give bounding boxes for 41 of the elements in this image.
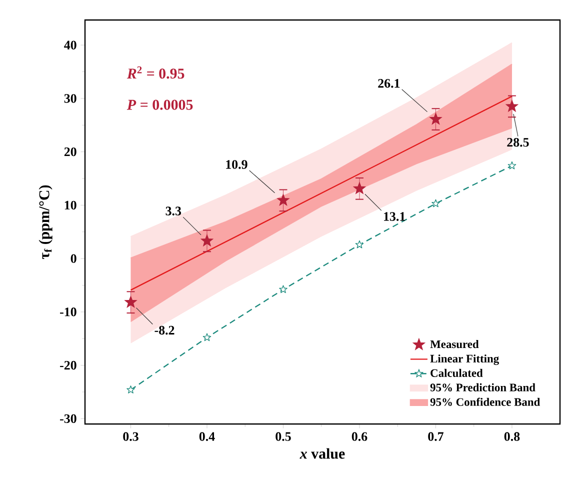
point <box>126 386 135 394</box>
point <box>355 240 364 248</box>
x-tick-label: 0.5 <box>276 432 291 441</box>
y-tick-label: -10 <box>60 308 76 316</box>
data-label: 28.5 <box>507 138 529 147</box>
data-label: 26.1 <box>378 79 400 88</box>
annotation: R$^{2}$ = 0.95 <box>126 66 184 79</box>
y-tick-label: 40 <box>64 40 76 50</box>
y-tick-label: -30 <box>60 414 76 424</box>
legend-label: Calculated <box>430 368 483 377</box>
data-label: -8.2 <box>154 326 174 335</box>
x-tick-label: 0.3 <box>123 432 138 441</box>
annotation: P = 0.0005 <box>126 100 193 110</box>
data-label: 10.9 <box>226 160 248 169</box>
point <box>506 100 518 112</box>
y-tick-label: 30 <box>64 94 76 103</box>
legend-label: Linear Fitting <box>430 354 499 365</box>
data-label: 3.3 <box>166 206 182 216</box>
point <box>277 194 290 206</box>
point <box>202 333 212 342</box>
y-tick-label: 0 <box>70 254 76 263</box>
y-tick-label: -20 <box>60 360 76 370</box>
point <box>508 161 516 170</box>
x-axis-title: x value <box>300 448 345 459</box>
data-label: 13.1 <box>384 212 405 221</box>
point <box>200 234 214 246</box>
legend-label: 95% Confidence Band <box>430 398 540 406</box>
x-tick-label: 0.7 <box>428 432 444 441</box>
y-axis-title: τ$_{f}$ (ppm/°C) <box>38 185 52 259</box>
x-tick-label: 0.4 <box>199 432 215 441</box>
x-tick-label: 0.8 <box>504 432 520 441</box>
y-tick-label: 20 <box>64 147 76 156</box>
point <box>430 112 442 124</box>
point <box>432 199 440 208</box>
point <box>353 182 366 194</box>
point <box>124 296 137 308</box>
x-tick-label: 0.6 <box>352 432 368 441</box>
point <box>279 285 288 294</box>
legend-label: 95% Prediction Band <box>430 383 536 392</box>
y-tick-label: 10 <box>64 200 76 210</box>
legend-label: Measured <box>430 340 479 348</box>
